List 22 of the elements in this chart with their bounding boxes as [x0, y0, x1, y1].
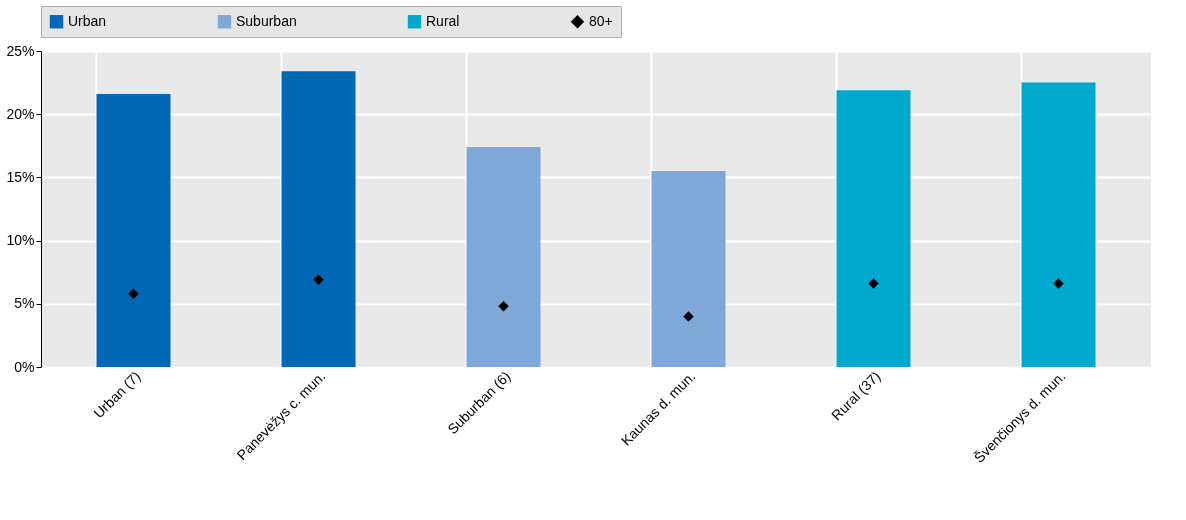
y-tick-label: 5%: [14, 295, 35, 312]
point: [683, 311, 694, 322]
point: [498, 301, 509, 312]
y-tick-label: 15%: [6, 168, 35, 185]
y-tick-label: 10%: [6, 232, 35, 249]
y-tick-label: 20%: [6, 105, 35, 122]
legend-label: 80+: [589, 12, 613, 29]
bar: [836, 90, 911, 367]
point: [313, 274, 324, 286]
point: [128, 288, 139, 299]
point: [868, 278, 879, 289]
bar: [1021, 82, 1096, 367]
y-tick-label: 25%: [6, 42, 35, 59]
bar: [651, 171, 726, 367]
legend-label: Urban: [68, 12, 107, 29]
bar: [96, 93, 171, 367]
bar: [281, 71, 356, 367]
bar: [466, 147, 541, 367]
y-tick-label: 0%: [14, 358, 35, 375]
legend-label: Suburban: [236, 12, 297, 29]
point: [1053, 278, 1064, 289]
legend-label: Rural: [426, 12, 460, 29]
